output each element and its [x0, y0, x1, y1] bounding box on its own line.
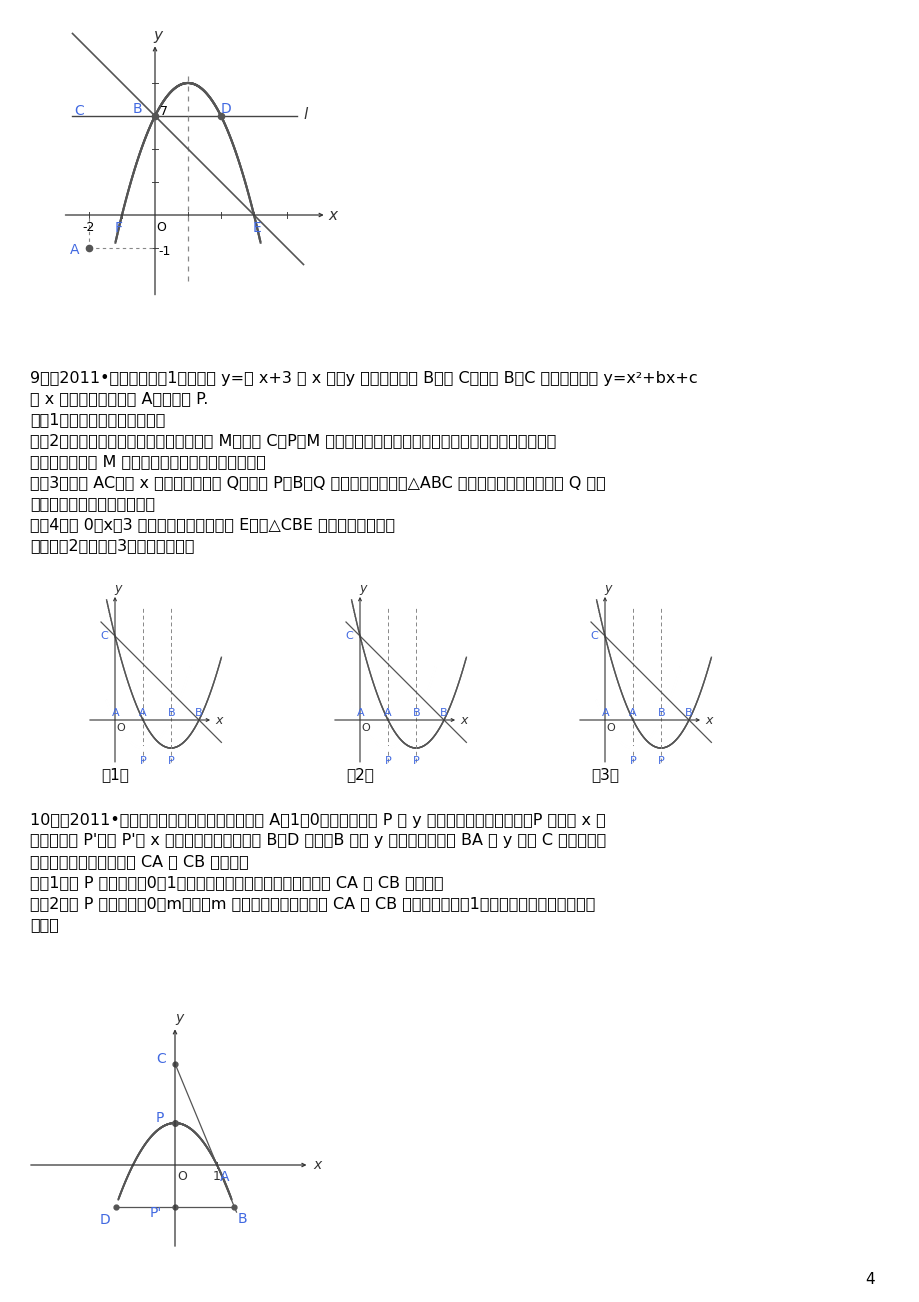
Text: 7: 7 — [160, 104, 168, 117]
Text: P: P — [156, 1111, 165, 1125]
Text: （2）: （2） — [346, 767, 373, 783]
Text: B: B — [439, 708, 448, 717]
Text: 有符合条件的点 M 的坐标；若不存在，请说明理由；: 有符合条件的点 M 的坐标；若不存在，请说明理由； — [30, 454, 266, 470]
Text: A: A — [69, 242, 79, 256]
Text: （3）连接 AC，在 x 轴上是否存在点 Q，使以 P、B、Q 为顶点的三角形与△ABC 相似？若存在，请求出点 Q 的坐: （3）连接 AC，在 x 轴上是否存在点 Q，使以 P、B、Q 为顶点的三角形与… — [30, 475, 605, 491]
Text: 的对称点为 P'，过 P'作 x 轴的平行线交抛物线于 B、D 两点（B 点在 y 轴右侧），直线 BA 交 y 轴于 C 点．按从特: 的对称点为 P'，过 P'作 x 轴的平行线交抛物线于 B、D 两点（B 点在 … — [30, 833, 606, 849]
Text: 殊到一般的规律探究线段 CA 与 CB 的比值：: 殊到一般的规律探究线段 CA 与 CB 的比值： — [30, 854, 248, 870]
Text: O: O — [116, 724, 125, 733]
Text: y: y — [114, 582, 121, 595]
Text: A: A — [601, 708, 608, 717]
Text: （图（2）、图（3）供画图探究）: （图（2）、图（3）供画图探究） — [30, 539, 194, 553]
Text: 10．（2011•益阳）如图，已知抛物线经过定点 A（1，0），它的顶点 P 是 y 轴正半轴上的一个动点，P 点关于 x 轴: 10．（2011•益阳）如图，已知抛物线经过定点 A（1，0），它的顶点 P 是… — [30, 812, 605, 828]
Text: A: A — [357, 708, 364, 717]
Text: O: O — [361, 724, 369, 733]
Text: x: x — [704, 713, 711, 727]
Text: y: y — [175, 1010, 183, 1025]
Text: 9．（2011•营口）如图（1），直线 y=－ x+3 与 x 轴、y 轴分别交于点 B、点 C，经过 B、C 两点的抛物线 y=x²+bx+c: 9．（2011•营口）如图（1），直线 y=－ x+3 与 x 轴、y 轴分别交… — [30, 371, 697, 385]
Text: l: l — [302, 107, 307, 122]
Text: B: B — [685, 708, 692, 717]
Text: -1: -1 — [158, 245, 170, 258]
Text: （1）当 P 点坐标为（0，1）时，写出抛物线的解析式并求线段 CA 与 CB 的比值；: （1）当 P 点坐标为（0，1）时，写出抛物线的解析式并求线段 CA 与 CB … — [30, 875, 443, 891]
Text: A: A — [220, 1169, 229, 1184]
Text: P': P' — [150, 1206, 162, 1220]
Text: P: P — [140, 755, 146, 766]
Text: O: O — [177, 1170, 187, 1184]
Text: B: B — [167, 708, 176, 717]
Text: C: C — [156, 1052, 166, 1065]
Text: P: P — [413, 755, 419, 766]
Text: B: B — [133, 102, 142, 116]
Text: A: A — [111, 708, 119, 717]
Text: 标；若不存在，请说明理由；: 标；若不存在，请说明理由； — [30, 496, 155, 512]
Text: C: C — [100, 631, 108, 641]
Text: C: C — [589, 631, 597, 641]
Text: （1）: （1） — [101, 767, 129, 783]
Text: C: C — [345, 631, 352, 641]
Text: P: P — [657, 755, 664, 766]
Text: （1）求该抛物线的解析式；: （1）求该抛物线的解析式； — [30, 413, 165, 427]
Text: P: P — [384, 755, 391, 766]
Text: （3）: （3） — [590, 767, 618, 783]
Text: E: E — [253, 220, 261, 234]
Text: 与 x 轴的另一个交点为 A，顶点为 P.: 与 x 轴的另一个交点为 A，顶点为 P. — [30, 392, 208, 406]
Text: y: y — [358, 582, 366, 595]
Text: B: B — [237, 1212, 246, 1225]
Text: A: A — [139, 708, 147, 717]
Text: 4: 4 — [864, 1272, 874, 1288]
Text: （2）在该抛物线的对称轴上是否存在点 M，使以 C、P、M 为顶点的三角形为等腰三角形？若存在，请直接写出所: （2）在该抛物线的对称轴上是否存在点 M，使以 C、P、M 为顶点的三角形为等腰… — [30, 434, 556, 448]
Text: P: P — [629, 755, 636, 766]
Text: D: D — [99, 1212, 110, 1226]
Text: O: O — [606, 724, 614, 733]
Text: A: A — [629, 708, 636, 717]
Text: （4）当 0＜x＜3 时，在抛物线上求一点 E，使△CBE 的面积有最大值．: （4）当 0＜x＜3 时，在抛物线上求一点 E，使△CBE 的面积有最大值． — [30, 517, 394, 533]
Text: -2: -2 — [83, 221, 95, 234]
Text: A: A — [384, 708, 391, 717]
Text: x: x — [328, 207, 337, 223]
Text: B: B — [195, 708, 202, 717]
Text: x: x — [313, 1157, 322, 1172]
Text: D: D — [221, 103, 231, 116]
Text: P: P — [167, 755, 175, 766]
Text: B: B — [413, 708, 420, 717]
Text: （2）若 P 点坐标为（0，m）时（m 为任意正实数），线段 CA 与 CB 的比值是否与（1）所求的比值相同？请说明: （2）若 P 点坐标为（0，m）时（m 为任意正实数），线段 CA 与 CB 的… — [30, 897, 595, 911]
Text: 理由．: 理由． — [30, 918, 59, 932]
Text: F: F — [115, 220, 122, 234]
Text: x: x — [215, 713, 222, 727]
Text: B: B — [657, 708, 664, 717]
Text: O: O — [156, 221, 166, 234]
Text: y: y — [153, 27, 163, 43]
Text: C: C — [74, 104, 84, 118]
Text: x: x — [460, 713, 467, 727]
Text: 1: 1 — [213, 1170, 221, 1184]
Text: y: y — [604, 582, 611, 595]
